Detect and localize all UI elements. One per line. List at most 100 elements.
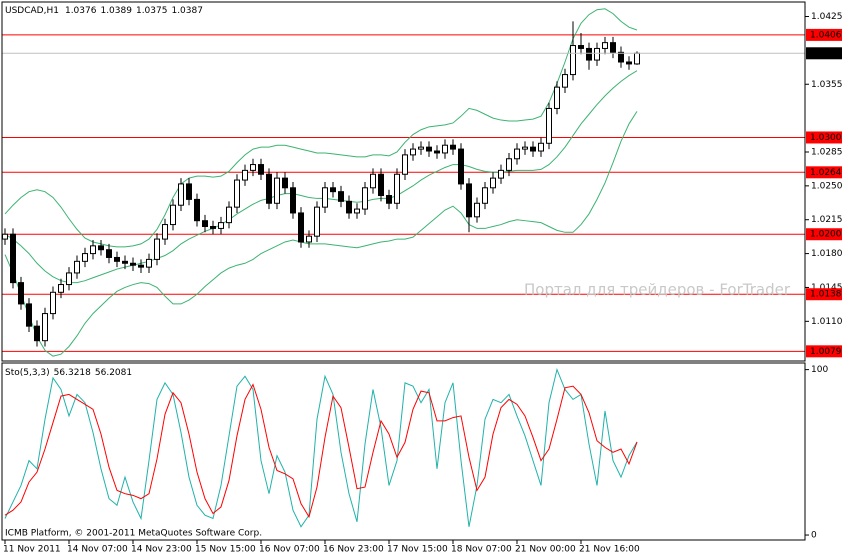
x-tick-label: 11 Nov 2011 (3, 545, 61, 555)
candle-body (338, 191, 344, 202)
candle-body (282, 177, 288, 189)
header-open: 1.0376 (65, 6, 97, 16)
candle-body (322, 187, 328, 208)
candle-body (490, 177, 496, 189)
candle-body (266, 173, 272, 204)
candle-body (218, 222, 224, 229)
candle-body (290, 187, 296, 214)
candle-body (410, 148, 416, 156)
candle-body (522, 146, 528, 150)
x-tick-label: 16 Nov 07:00 (259, 545, 320, 555)
candle-body (82, 253, 88, 262)
stochastic-panel: ICMB Platform, © 2001-2011 MetaQuotes So… (4, 367, 638, 539)
candle-body (186, 183, 192, 200)
candle-body (386, 195, 392, 204)
candle-body (378, 173, 384, 197)
candle-body (538, 142, 544, 152)
candle-body (506, 158, 512, 171)
candle-body (330, 187, 336, 193)
watermark: Портал для трейдеров - ForTrader (524, 281, 791, 299)
candle-body (26, 303, 32, 327)
candle-body (370, 173, 376, 189)
y-tick-label: 1.0425 (811, 12, 843, 22)
x-tick-label: 17 Nov 15:00 (387, 545, 448, 555)
candle-body (42, 313, 48, 342)
header-main: 56.3218 (54, 368, 91, 378)
candle-body (50, 291, 56, 315)
candle-body (618, 51, 624, 63)
header-close: 1.0387 (171, 6, 203, 16)
candle-body (154, 238, 160, 260)
candle-body (242, 169, 248, 181)
stochastic-header: Sto(5,3,3) 56.3218 56.2081 (5, 368, 132, 378)
header-high: 1.0389 (100, 6, 132, 16)
candle-body (602, 42, 608, 49)
indicator-title: Sto(5,3,3) (5, 368, 50, 378)
candle-body (474, 202, 480, 218)
candle-body (162, 224, 168, 240)
candle-body (578, 45, 584, 49)
candle-body (90, 245, 96, 255)
bollinger-band (4, 111, 638, 357)
bollinger-band (4, 8, 638, 248)
candle-body (2, 233, 8, 240)
candle-body (234, 179, 240, 208)
candle-body (58, 284, 64, 293)
copyright: ICMB Platform, © 2001-2011 MetaQuotes So… (5, 529, 262, 539)
stochastic-frame (1, 362, 806, 541)
candle-body (258, 164, 264, 175)
x-tick-label: 21 Nov 16:00 (579, 545, 640, 555)
price-panel: Портал для трейдеров - ForTrader (2, 8, 805, 357)
y-tick-label: 1.0110 (811, 317, 843, 327)
candle-body (226, 206, 232, 224)
candle-body (66, 272, 72, 286)
level-label-box (806, 131, 842, 144)
stochastic-line (4, 367, 638, 528)
price-frame (1, 1, 806, 362)
y-tick-label: 1.0180 (811, 249, 843, 259)
y-tick-label: 1.0250 (811, 181, 843, 191)
symbol-title: USDCAD,H1 (5, 6, 59, 16)
candle-body (466, 183, 472, 218)
candle-body (18, 282, 24, 305)
candle-body (570, 45, 576, 76)
level-label-box (806, 288, 842, 301)
price-header: USDCAD,H1 1.0376 1.0389 1.0375 1.0387 (5, 6, 203, 16)
candle-body (434, 150, 440, 154)
candle-body (626, 61, 632, 65)
level-label: 1.0200 (810, 230, 842, 240)
candle-body (450, 144, 456, 150)
y-tick-label: 1.0145 (811, 283, 843, 293)
stochastic-line (4, 383, 638, 519)
level-label: 1.0079 (810, 347, 842, 357)
candle-body (138, 264, 144, 268)
candle-body (114, 256, 120, 262)
candle-body (170, 204, 176, 226)
level-label: 1.0264 (810, 168, 842, 178)
candle-body (130, 262, 136, 266)
candle-body (610, 42, 616, 53)
bollinger-band (4, 70, 638, 284)
y-tick-label: 0 (811, 531, 817, 541)
candle-body (98, 245, 104, 251)
candle-body (354, 208, 360, 214)
candle-body (586, 47, 592, 61)
candle-body (426, 146, 432, 152)
header-low: 1.0375 (136, 6, 168, 16)
candle-body (298, 212, 304, 243)
axes: 1.0425 1.0355 1.0285 1.0250 1.0215 1.0180 1.01… (3, 12, 843, 554)
x-tick-label: 15 Nov 15:00 (195, 545, 256, 555)
x-tick-label: 21 Nov 00:00 (515, 545, 576, 555)
y-tick-label: 1.0355 (811, 80, 843, 90)
candle-body (106, 249, 112, 258)
candle-body (634, 52, 640, 65)
candle-body (314, 206, 320, 237)
candle-body (554, 86, 560, 109)
candle-body (346, 200, 352, 214)
header-signal: 56.2081 (95, 368, 132, 378)
candle-body (274, 177, 280, 204)
level-label-box (806, 345, 842, 358)
